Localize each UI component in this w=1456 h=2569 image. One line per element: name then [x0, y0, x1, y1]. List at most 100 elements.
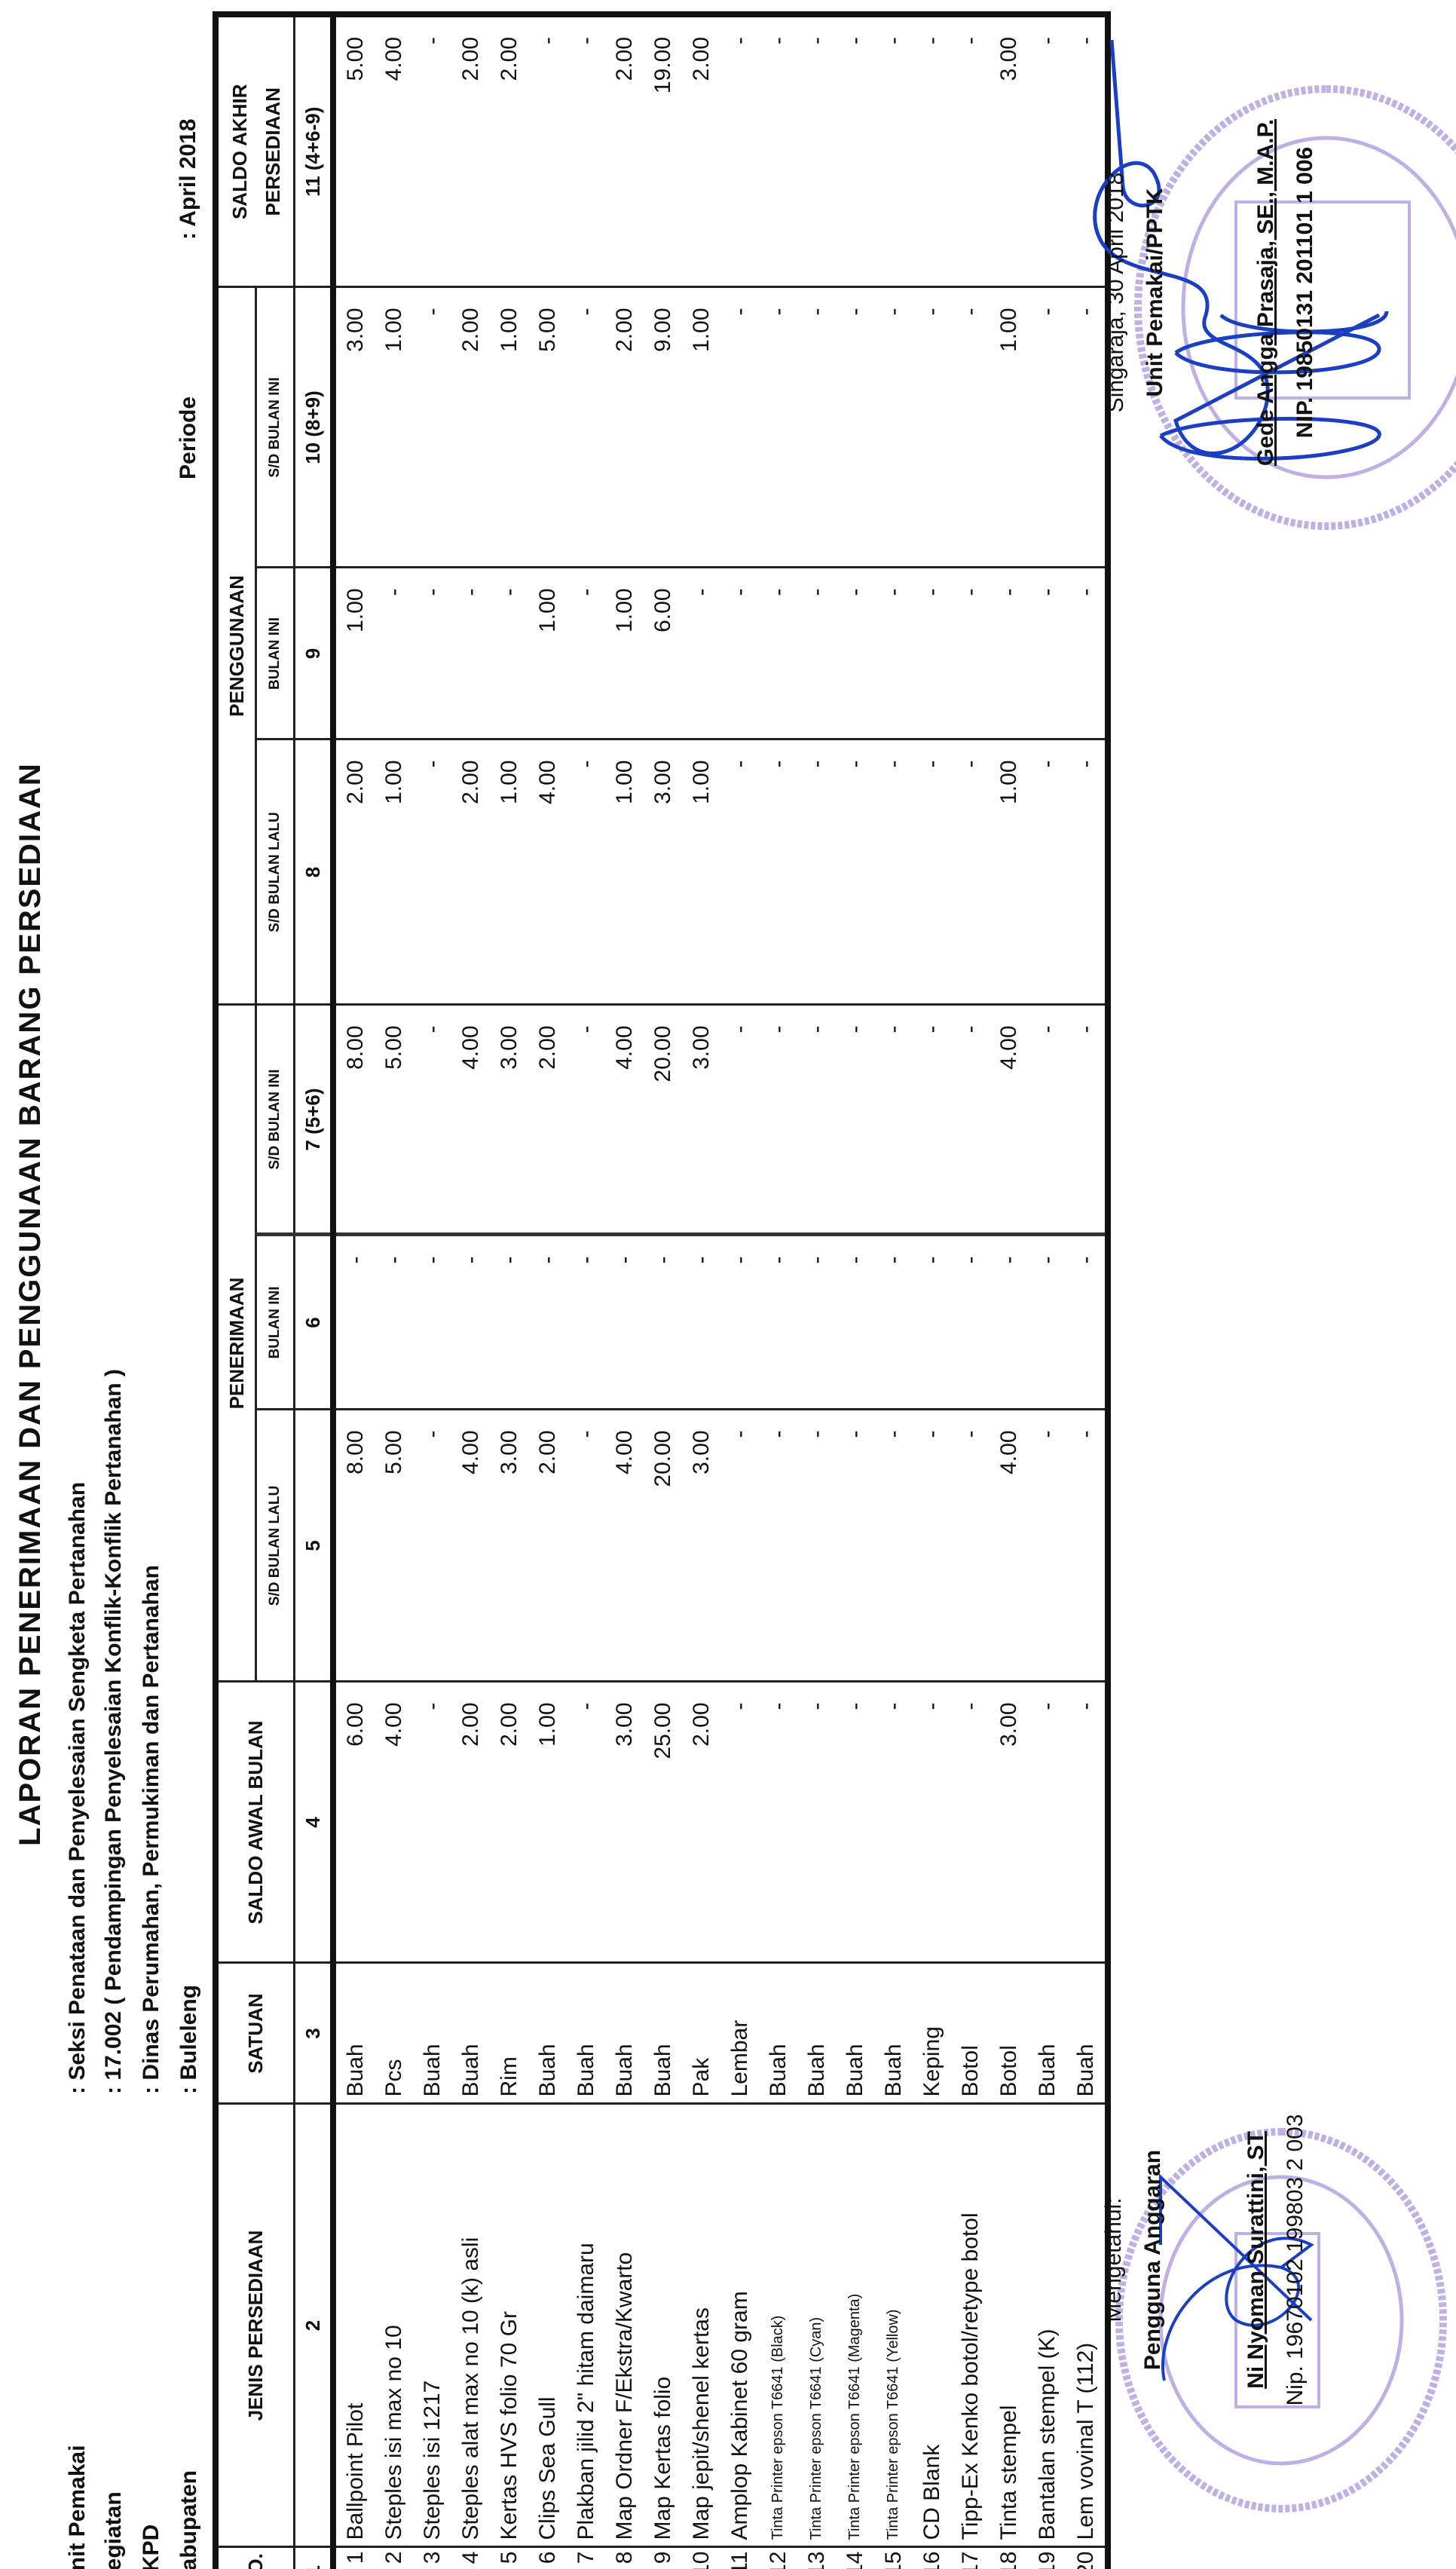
item-name: Ballpoint Pilot	[333, 2104, 375, 2547]
cell-saldo-akhir: 2.00	[682, 14, 720, 287]
cell-saldo-awal: -	[1066, 1682, 1108, 1963]
cell-penerimaan-sd-ini: -	[567, 1005, 605, 1235]
cell-penerimaan-sd-lalu: 5.00	[375, 1410, 413, 1682]
cell-penerimaan-bulan-ini: -	[490, 1235, 528, 1410]
item-unit: Buah	[644, 1963, 682, 2104]
header-no: NO.	[216, 2547, 295, 2569]
column-number-4: 4	[294, 1682, 333, 1963]
table-row: 4 Steples alat max no 10 (k) asli Buah 2.00…	[451, 14, 490, 2569]
cell-saldo-awal: -	[797, 1682, 836, 1963]
cell-penerimaan-sd-ini: -	[874, 1005, 913, 1235]
column-number-2: 2	[294, 2104, 333, 2547]
cell-saldo-awal: -	[951, 1682, 990, 1963]
row-number: 9	[644, 2547, 682, 2569]
report-title: LAPORAN PENERIMAAN DAN PENGGUNAAN BARANG…	[14, 762, 47, 1846]
row-number: 15	[874, 2547, 913, 2569]
cell-penggunaan-bulan-ini: 1.00	[333, 568, 375, 739]
cell-penerimaan-sd-ini: -	[413, 1005, 451, 1235]
item-unit: Lembar	[720, 1963, 759, 2104]
cell-saldo-awal: 4.00	[375, 1682, 413, 1963]
cell-penerimaan-bulan-ini: -	[375, 1235, 413, 1410]
item-name: Tipp-Ex Kenko botol/retype botol	[951, 2104, 990, 2547]
column-number-10: 10 (8+9)	[294, 286, 333, 568]
cell-saldo-akhir: 2.00	[451, 14, 490, 287]
header-saldo-akhir-line2: PERSEDIAAN	[261, 87, 284, 216]
cell-saldo-akhir: -	[874, 14, 913, 287]
cell-penggunaan-bulan-ini: -	[836, 568, 874, 739]
cell-saldo-akhir: -	[528, 14, 567, 287]
cell-penerimaan-sd-ini: -	[913, 1005, 951, 1235]
item-unit: Keping	[913, 1963, 951, 2104]
column-number-1: 1	[294, 2547, 333, 2569]
cell-penggunaan-sd-ini: -	[874, 286, 913, 568]
header-penerimaan: PENERIMAAN	[216, 1005, 256, 1682]
cell-saldo-akhir: 2.00	[605, 14, 644, 287]
table-row: 19 Bantalan stempel (K) Buah - - - - - - - -	[1028, 14, 1066, 2569]
cell-penerimaan-bulan-ini: -	[333, 1235, 375, 1410]
table-row: 9 Map Kertas folio Buah 25.00 20.00-20.00 3.0…	[644, 14, 682, 2569]
cell-saldo-akhir: -	[913, 14, 951, 287]
cell-penerimaan-sd-lalu: -	[1028, 1410, 1066, 1682]
item-unit: Buah	[874, 1963, 913, 2104]
cell-penggunaan-sd-lalu: 2.00	[451, 739, 490, 1005]
cell-penggunaan-sd-lalu: -	[1028, 739, 1066, 1005]
item-name: Tinta Printer epson T6641 (Cyan)	[797, 2104, 836, 2547]
pptk-name: Gede Angga Prasaja, SE., M.A.P.	[1253, 118, 1278, 467]
item-name: Steples isi max no 10	[375, 2104, 413, 2547]
cell-saldo-awal: 2.00	[682, 1682, 720, 1963]
cell-penggunaan-sd-ini: 1.00	[990, 286, 1028, 568]
cell-saldo-awal: -	[1028, 1682, 1066, 1963]
cell-penggunaan-bulan-ini: -	[759, 568, 797, 739]
header-sub-penerimaan-bulan-ini: BULAN INI	[255, 1235, 295, 1410]
row-number: 3	[413, 2547, 451, 2569]
cell-penerimaan-bulan-ini: -	[605, 1235, 644, 1410]
column-number-11: 11 (4+6-9)	[294, 14, 333, 287]
cell-penerimaan-bulan-ini: -	[1066, 1235, 1108, 1410]
cell-penggunaan-sd-ini: 2.00	[605, 286, 644, 568]
cell-penerimaan-bulan-ini: -	[720, 1235, 759, 1410]
cell-penerimaan-bulan-ini: -	[874, 1235, 913, 1410]
cell-penggunaan-bulan-ini: 1.00	[605, 568, 644, 739]
cell-penerimaan-sd-lalu: 20.00	[644, 1410, 682, 1682]
column-number-7: 7 (5+6)	[294, 1005, 333, 1235]
signature-block-left: Mengetahui: Pengguna Anggaran Ni Nyoman …	[1094, 2026, 1315, 2494]
row-number: 20	[1066, 2547, 1108, 2569]
header-sub-penggunaan-sd-ini: S/D BULAN INI	[255, 286, 295, 568]
info-label-unit-pemakai: Unit Pemakai	[65, 2445, 90, 2569]
cell-penggunaan-sd-lalu: -	[759, 739, 797, 1005]
item-unit: Botol	[951, 1963, 990, 2104]
cell-penerimaan-sd-ini: -	[797, 1005, 836, 1235]
cell-saldo-awal: 3.00	[605, 1682, 644, 1963]
cell-penerimaan-sd-ini: 4.00	[451, 1005, 490, 1235]
cell-saldo-awal: 2.00	[451, 1682, 490, 1963]
periode-value: : April 2018	[176, 118, 200, 240]
cell-penggunaan-bulan-ini: -	[1028, 568, 1066, 739]
info-value-kabupaten: : Buleleng	[176, 1984, 201, 2094]
cell-penerimaan-sd-ini: -	[1028, 1005, 1066, 1235]
item-unit: Pak	[682, 1963, 720, 2104]
cell-penggunaan-sd-lalu: -	[720, 739, 759, 1005]
item-name: Plakban jilid 2" hitam daimaru	[567, 2104, 605, 2547]
cell-penggunaan-sd-ini: -	[759, 286, 797, 568]
cell-penerimaan-sd-lalu: 2.00	[528, 1410, 567, 1682]
cell-saldo-awal: -	[874, 1682, 913, 1963]
cell-penerimaan-bulan-ini: -	[451, 1235, 490, 1410]
cell-penggunaan-bulan-ini: 1.00	[528, 568, 567, 739]
table-row: 11 Amplop Kabinet 60 gram Lembar - - - - - - - -	[720, 14, 759, 2569]
cell-penggunaan-sd-ini: 5.00	[528, 286, 567, 568]
cell-penerimaan-sd-lalu: 3.00	[682, 1410, 720, 1682]
cell-penggunaan-sd-ini: -	[1028, 286, 1066, 568]
inventory-rows: 1 Ballpoint Pilot Buah 6.00 8.00-8.00 2.00 1.0…	[333, 14, 1108, 2569]
item-name: Amplop Kabinet 60 gram	[720, 2104, 759, 2547]
cell-penerimaan-sd-ini: 8.00	[333, 1005, 375, 1235]
cell-penerimaan-sd-lalu: -	[836, 1410, 874, 1682]
cell-penerimaan-sd-lalu: 4.00	[990, 1410, 1028, 1682]
item-name: Map Kertas folio	[644, 2104, 682, 2547]
cell-penerimaan-sd-ini: 2.00	[528, 1005, 567, 1235]
cell-penggunaan-sd-ini: -	[720, 286, 759, 568]
cell-saldo-akhir: -	[797, 14, 836, 287]
cell-penggunaan-bulan-ini: -	[951, 568, 990, 739]
cell-penggunaan-sd-lalu: -	[797, 739, 836, 1005]
pengguna-anggaran-role: Pengguna Anggaran	[1140, 2149, 1165, 2371]
